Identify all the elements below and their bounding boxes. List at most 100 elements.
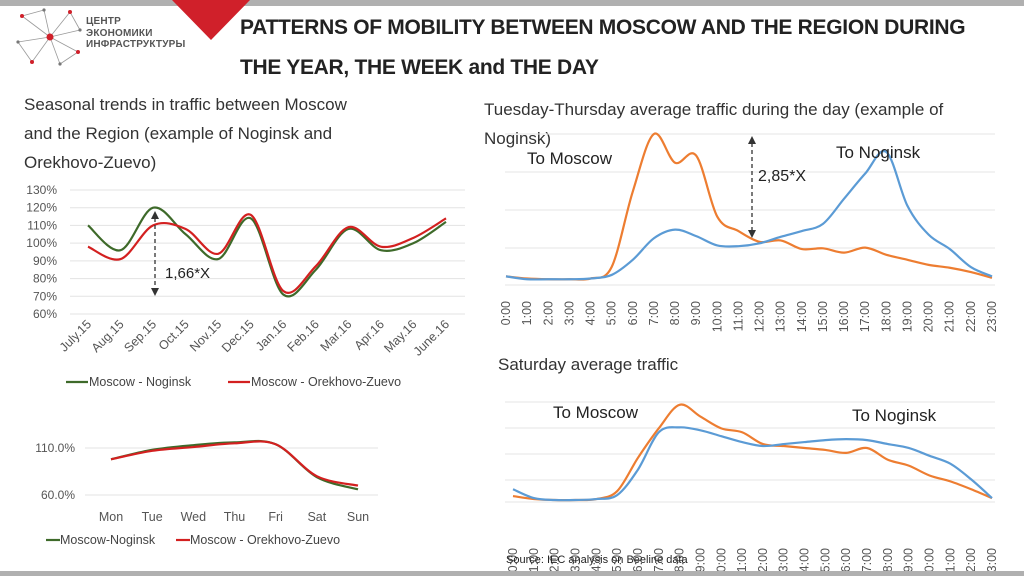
x-tick-label: 1:00 bbox=[520, 301, 534, 325]
x-tick-label: 17:00 bbox=[860, 548, 874, 576]
x-tick-label: Sat bbox=[307, 510, 326, 524]
seasonal-chart-title: Seasonal trends in traffic between Mosco… bbox=[24, 90, 444, 177]
seasonal-range-arrow-arrowhead-bottom bbox=[151, 288, 159, 296]
x-tick-label: 19:00 bbox=[902, 548, 916, 576]
x-tick-label: 7:00 bbox=[652, 548, 666, 572]
x-tick-label: 18:00 bbox=[881, 548, 895, 576]
seasonal-title-line: and the Region (example of Noginsk and bbox=[24, 124, 333, 143]
x-tick-label: 5:00 bbox=[610, 548, 624, 572]
x-tick-label: Thu bbox=[224, 510, 246, 524]
seasonal-title-line: Orekhovo-Zuevo) bbox=[24, 153, 157, 172]
x-tick-label: 1:00 bbox=[527, 548, 541, 572]
x-tick-label: 0:00 bbox=[499, 301, 513, 325]
x-tick-label: Wed bbox=[181, 510, 207, 524]
x-tick-label: 8:00 bbox=[668, 301, 682, 325]
iec-logo-icon bbox=[16, 8, 82, 66]
x-tick-label: 23:00 bbox=[985, 301, 999, 332]
logo-line: ИНФРАСТРУКТУРЫ bbox=[86, 39, 186, 50]
x-tick-label: 13:00 bbox=[777, 548, 791, 576]
x-tick-label: 12:00 bbox=[756, 548, 770, 576]
x-tick-label: 8:00 bbox=[673, 548, 687, 572]
x-tick-label: 22:00 bbox=[964, 548, 978, 576]
x-tick-label: 3:00 bbox=[562, 301, 576, 325]
x-tick-label: 21:00 bbox=[943, 301, 957, 332]
series-line-1 bbox=[512, 426, 993, 502]
x-tick-label: 4:00 bbox=[589, 548, 603, 572]
x-tick-label: Tue bbox=[142, 510, 163, 524]
seasonal-range-arrow-arrowhead-top bbox=[151, 211, 159, 219]
y-tick-label: 70% bbox=[33, 289, 57, 303]
x-tick-label: 15:00 bbox=[818, 548, 832, 576]
x-tick-label: Mon bbox=[99, 510, 123, 524]
legend-label: Moscow-Noginsk bbox=[60, 533, 156, 547]
page-title: PATTERNS OF MOBILITY BETWEEN MOSCOW AND … bbox=[240, 8, 1020, 88]
y-tick-label: 60.0% bbox=[41, 488, 75, 502]
weekday-annotation: 2,85*X bbox=[758, 168, 806, 185]
x-tick-label: 20:00 bbox=[922, 301, 936, 332]
weekday-range-arrow-arrowhead-bottom bbox=[748, 230, 756, 238]
x-tick-label: 0:00 bbox=[506, 548, 520, 572]
x-tick-label: 11:00 bbox=[735, 548, 749, 576]
series-line-1 bbox=[505, 149, 993, 281]
x-tick-label: 18:00 bbox=[879, 301, 893, 332]
legend-label: Moscow - Noginsk bbox=[89, 375, 192, 389]
y-tick-label: 110.0% bbox=[35, 441, 75, 455]
x-tick-label: 19:00 bbox=[900, 301, 914, 332]
y-tick-label: 110% bbox=[27, 218, 57, 232]
y-tick-label: 120% bbox=[26, 201, 57, 215]
annotation-to-moscow: To Moscow bbox=[553, 403, 639, 422]
bottom-bar bbox=[0, 571, 1024, 576]
saturday-chart-title: Saturday average traffic bbox=[498, 355, 679, 374]
annotation-to-noginsk: To Noginsk bbox=[852, 406, 937, 425]
x-tick-label: 16:00 bbox=[839, 548, 853, 576]
weekday-title-line: Tuesday-Thursday average traffic during … bbox=[484, 100, 944, 119]
series-line-1 bbox=[87, 213, 447, 294]
seasonal-annotation: 1,66*X bbox=[165, 265, 210, 282]
x-tick-label: 2:00 bbox=[548, 548, 562, 572]
y-tick-label: 90% bbox=[33, 254, 57, 268]
y-tick-label: 100% bbox=[26, 236, 57, 250]
logo-line: ЦЕНТР bbox=[86, 16, 121, 27]
x-tick-label: 15:00 bbox=[816, 301, 830, 332]
top-bar bbox=[0, 0, 1024, 6]
x-tick-label: 20:00 bbox=[923, 548, 937, 576]
x-tick-label: 10:00 bbox=[714, 548, 728, 576]
legend-label: Moscow - Orekhovo-Zuevo bbox=[251, 375, 401, 389]
annotation-to-noginsk: To Noginsk bbox=[836, 143, 921, 162]
source-note: Source: IEC analysis on Beeline data bbox=[506, 554, 688, 566]
x-tick-label: 4:00 bbox=[584, 301, 598, 325]
x-tick-label: 16:00 bbox=[837, 301, 851, 332]
x-tick-label: 9:00 bbox=[693, 548, 707, 572]
seasonal-title-line: Seasonal trends in traffic between Mosco… bbox=[24, 95, 347, 114]
x-tick-label: 17:00 bbox=[858, 301, 872, 332]
page-title-line: THE YEAR, THE WEEK and THE DAY bbox=[240, 56, 599, 79]
series-line-1 bbox=[110, 440, 359, 487]
annotation-to-moscow: To Moscow bbox=[527, 149, 613, 168]
x-tick-label: 22:00 bbox=[964, 301, 978, 332]
x-tick-label: Sun bbox=[347, 510, 369, 524]
x-tick-label: Fri bbox=[268, 510, 283, 524]
header-red-triangle bbox=[172, 0, 250, 40]
x-tick-label: 2:00 bbox=[541, 301, 555, 325]
x-tick-label: 12:00 bbox=[753, 301, 767, 332]
x-tick-label: 13:00 bbox=[774, 301, 788, 332]
logo-text: ЦЕНТР ЭКОНОМИКИ ИНФРАСТРУКТУРЫ bbox=[86, 16, 186, 51]
x-tick-label: 23:00 bbox=[985, 548, 999, 576]
x-tick-label: 9:00 bbox=[689, 301, 703, 325]
legend-label: Moscow - Orekhovo-Zuevo bbox=[190, 533, 340, 547]
x-tick-label: 10:00 bbox=[710, 301, 724, 332]
x-tick-label: 5:00 bbox=[605, 301, 619, 325]
x-tick-label: 7:00 bbox=[647, 301, 661, 325]
x-tick-label: 11:00 bbox=[731, 301, 745, 331]
page-title-line: PATTERNS OF MOBILITY BETWEEN MOSCOW AND … bbox=[240, 16, 966, 39]
logo-line: ЭКОНОМИКИ bbox=[86, 27, 153, 39]
y-tick-label: 130% bbox=[26, 183, 57, 197]
y-tick-label: 80% bbox=[33, 272, 57, 286]
x-tick-label: 21:00 bbox=[943, 548, 957, 576]
x-tick-label: 6:00 bbox=[626, 301, 640, 325]
x-tick-label: 6:00 bbox=[631, 548, 645, 572]
